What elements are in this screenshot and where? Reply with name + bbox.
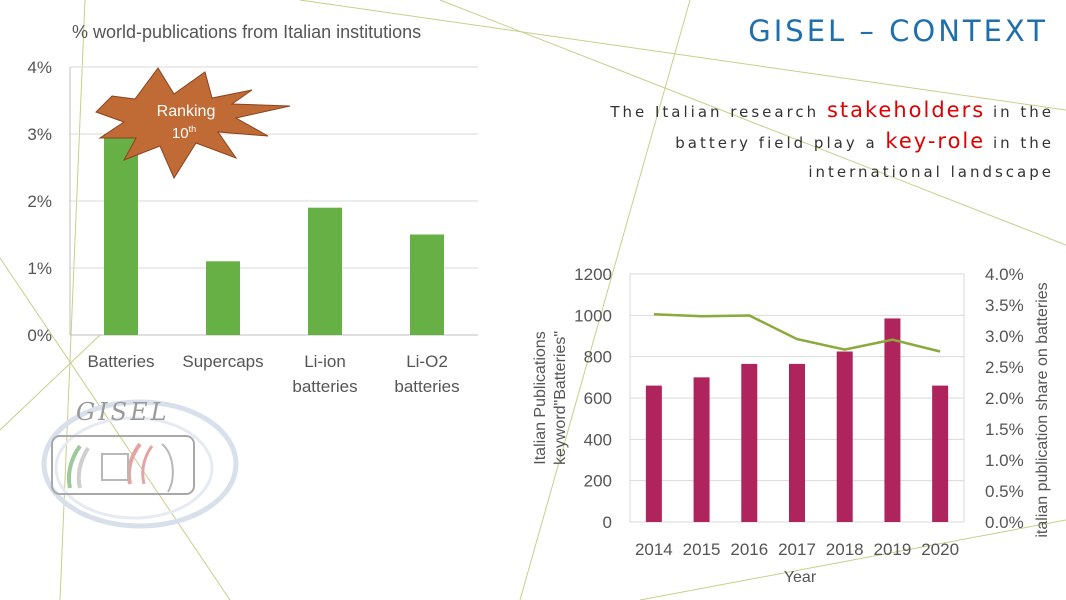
chart1-x-tick: Supercaps [182,352,263,371]
chart1-x-tick-line: Batteries [87,352,154,371]
chart1-x-tick-line: Supercaps [182,352,263,371]
chart1-bar [308,207,342,335]
chart2-y-tick: 600 [584,389,612,408]
chart2-y2-tick: 0.5% [985,482,1024,501]
logo-frame [51,435,195,495]
logo-square [101,453,129,481]
logo-white-stroke [76,446,90,489]
chart2-y-tick: 1200 [574,265,612,284]
chart2-y2-tick: 3.0% [985,327,1024,346]
deco-line [299,0,1066,111]
subtitle-text: The Italian research [610,103,827,121]
share-line [653,313,941,353]
chart2-y-label-line2: keyword"Batteries" [552,331,569,465]
chart1-x-tick-line: batteries [394,377,459,396]
subtitle-text: in the battery field play a [675,103,1054,152]
logo-red-stroke [141,445,154,485]
chart2-y-tick: 800 [584,348,612,367]
ranking-number: 10 [172,125,189,142]
chart1-x-tick: Li-ion batteries [292,352,357,396]
chart2-y2-tick: 4.0% [985,265,1024,284]
chart1-y-tick: 2% [27,192,52,211]
ranking-label: Ranking [157,103,216,120]
logo-ring [41,399,239,529]
chart1-y-tick: 4% [27,58,52,77]
subtitle-text: in the international landscape [808,134,1054,181]
deco-line [519,0,691,600]
deco-line [639,519,1066,600]
chart2-y2-tick: 2.5% [985,358,1024,377]
ranking-starburst [95,67,291,180]
chart2-bar [645,385,662,522]
chart2-bar [789,363,805,522]
chart2-y-label: Italian Publications keyword"Batteries" [532,331,569,465]
chart2-x-tick: 2020 [921,540,959,559]
chart2-y2-tick: 0.0% [985,513,1024,532]
chart1-bar [410,234,444,335]
chart2-bar [836,351,853,522]
deco-line [439,0,1066,246]
chart2-y-tick: 1000 [574,306,612,325]
logo-bracket [161,443,174,493]
ranking-ordinal: 10th [172,124,196,142]
chart2-bar [932,385,949,522]
chart2-y-tick: 200 [584,472,612,491]
chart2-bar [884,318,901,522]
chart2-y-tick: 400 [584,430,612,449]
logo-red-stroke [127,442,142,485]
chart1-x-tick-line: Li-ion [304,352,346,371]
chart1-title: % world-publications from Italian instit… [72,22,422,42]
logo-ring [54,416,214,520]
slide-subtitle: The Italian research stakeholders in the… [584,96,1054,187]
chart2-x-tick: 2015 [683,540,721,559]
chart2-x-tick: 2019 [874,540,912,559]
subtitle-highlight-stakeholders: stakeholders [826,98,986,122]
deco-line [0,334,101,431]
chart2-y-tick: 0 [603,513,612,532]
chart1-bar [206,261,240,335]
chart1-x-tick-line: Li-O2 [406,352,448,371]
chart1-y-tick: 0% [27,326,52,345]
chart2-x-tick: 2018 [826,540,864,559]
logo-text: GISEL [76,398,170,426]
chart2-y2-tick: 1.5% [985,420,1024,439]
chart2-x-tick: 2017 [778,540,816,559]
chart1-bar [104,134,138,335]
chart1-x-tick: Batteries [87,352,154,371]
chart2-bar [693,377,710,522]
subtitle-highlight-key-role: key-role [885,129,986,153]
chart2-y2-tick: 1.0% [985,451,1024,470]
chart2-y2-tick: 2.0% [985,389,1024,408]
chart1-y-tick: 1% [27,259,52,278]
chart2-y2-tick: 3.5% [985,296,1024,315]
ranking-suffix: th [189,124,197,134]
slide-title: GISEL – CONTEXT [748,14,1048,48]
chart2-bar [741,363,758,522]
logo-green-stroke [67,444,82,489]
gisel-logo [41,399,239,529]
chart1-x-tick-line: batteries [292,377,357,396]
chart2-x-tick: 2016 [730,540,768,559]
chart1-y-tick: 3% [27,125,52,144]
chart1-x-tick: Li-O2 batteries [394,352,459,396]
chart2-x-tick: 2014 [635,540,673,559]
deco-line [0,257,231,600]
chart2-y2-label: italian publication share on batteries [1034,282,1051,537]
chart2-x-label: Year [784,569,817,586]
chart2-y-label-line1: Italian Publications [532,331,549,464]
